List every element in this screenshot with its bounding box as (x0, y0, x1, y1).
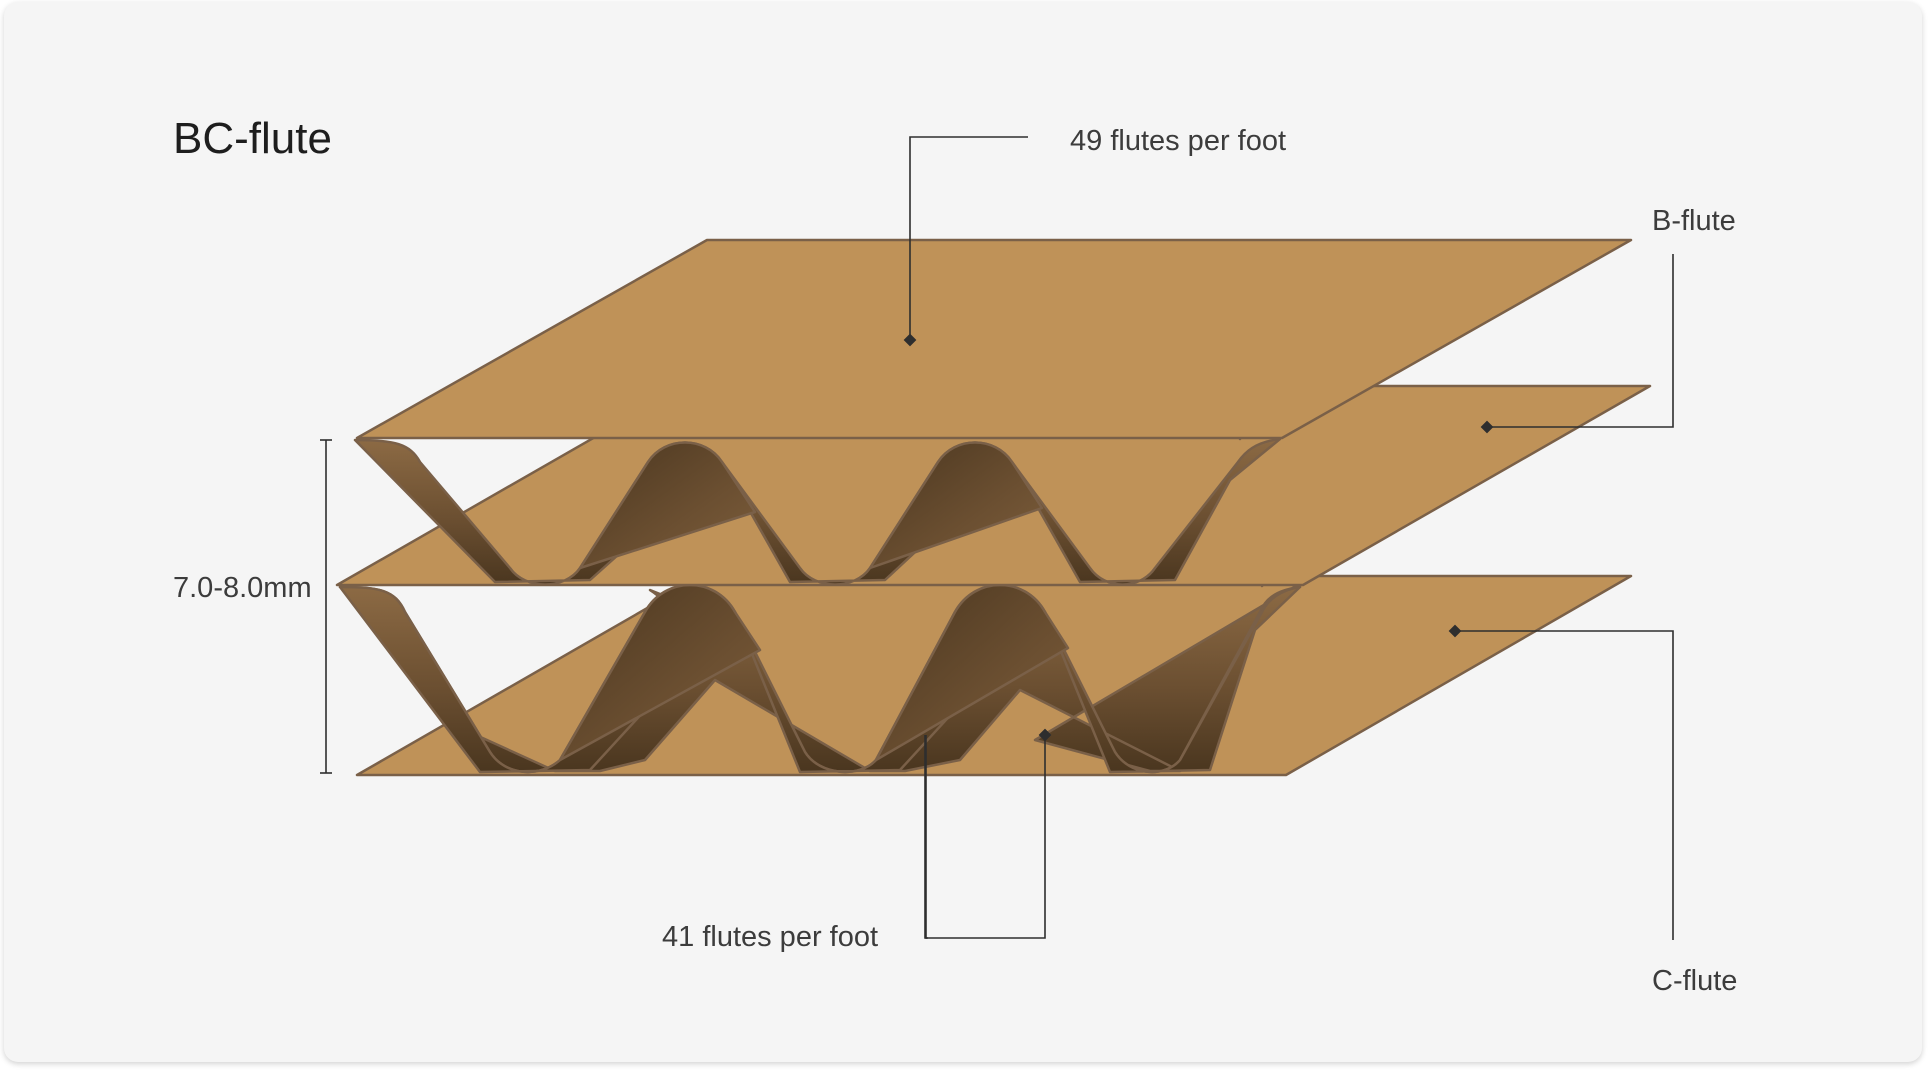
top-liner-board (355, 238, 1633, 440)
c-flute-label: C-flute (1652, 965, 1737, 997)
b-flute-fluting (353, 248, 1407, 586)
b-flute-peak-2 (868, 441, 1044, 570)
c-flute-fluting (338, 428, 1412, 774)
thickness-bracket (320, 439, 332, 774)
c-flute-wave-right (1043, 585, 1302, 774)
bottom-flute-count-label: 41 flutes per foot (662, 921, 878, 953)
thickness-label: 7.0-8.0mm (173, 572, 312, 604)
leader-c-flute (1448, 624, 1674, 940)
top-flute-count-label: 49 flutes per foot (1070, 125, 1286, 157)
b-flute-label: B-flute (1652, 205, 1736, 237)
leader-bottom-flute-count (924, 728, 1052, 939)
c-flute-peak-2 (874, 583, 1070, 762)
diagram-title: BC-flute (173, 114, 332, 163)
b-flute-peak-1 (578, 441, 757, 570)
c-flute-peak-1 (558, 583, 762, 762)
